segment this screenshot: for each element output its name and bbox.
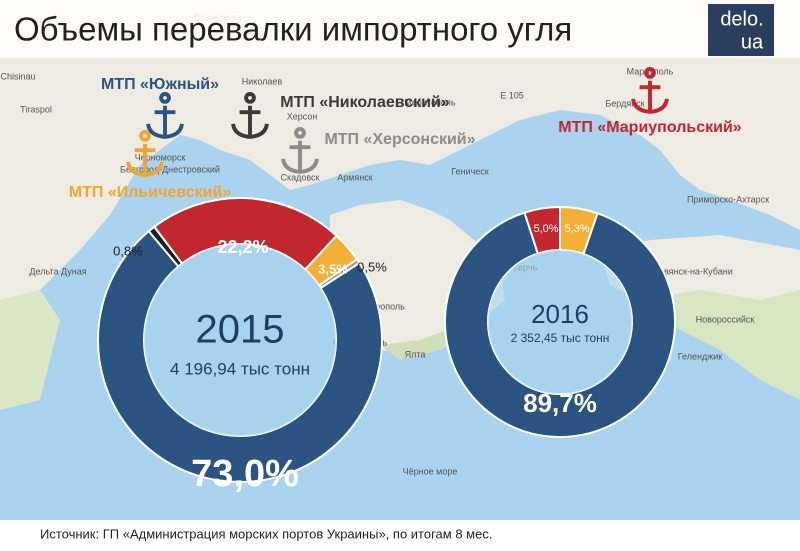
map-label: Белгород-Днестровский	[120, 164, 220, 174]
data-label: 5,3%	[564, 223, 589, 235]
map-label: Славянск-на-Кубани	[647, 266, 732, 276]
port-label: МТП «Ильичевский»	[69, 184, 231, 201]
danube-delta	[0, 290, 60, 410]
donut-hole	[144, 244, 336, 436]
map-label: Новороссийск	[696, 314, 755, 324]
map-label: Николаев	[242, 76, 283, 86]
map-label: Геническ	[451, 166, 488, 176]
map-label: Приморско-Ахтарск	[687, 194, 769, 204]
logo-box	[708, 4, 774, 56]
data-label: 22,2%	[217, 237, 268, 257]
map-label: Чёрное море	[403, 466, 458, 476]
map-label: Дельта Дуная	[29, 266, 86, 276]
source: Источник: ГП «Администрация морских порт…	[40, 526, 492, 541]
map-label: Скадовск	[280, 172, 319, 182]
donut-title: 2016	[531, 299, 589, 329]
title: Объемы перевалки импортного угля	[14, 11, 572, 48]
anchor-icon	[146, 92, 184, 139]
crimea-mountains	[380, 315, 480, 360]
port-label: МТП «Южный»	[101, 76, 219, 93]
data-label: 3,5%	[318, 261, 348, 276]
map-label: Бердянск	[605, 98, 644, 108]
data-label: 0,8%	[113, 243, 143, 258]
anchor-icon	[231, 92, 269, 139]
anchor-icon	[281, 127, 319, 174]
caucasus-coast	[640, 290, 800, 400]
title-bar	[0, 0, 800, 58]
donut-title: 2015	[196, 308, 285, 352]
anchor-icon	[631, 67, 669, 114]
map-label: Черноморск	[135, 152, 186, 162]
map-label: Херсон	[287, 111, 318, 121]
donut-hole	[488, 250, 632, 394]
map-label: Мелитополь	[404, 97, 456, 107]
map-label: Армянск	[337, 172, 373, 182]
data-label: 0,5%	[357, 259, 387, 274]
source-bar	[0, 520, 800, 551]
pie-slice	[97, 229, 383, 483]
data-label: 5,0%	[533, 223, 558, 235]
donut-subtitle: 2 352,45 тыс тонн	[511, 331, 610, 345]
map-label: Геленджик	[678, 351, 723, 361]
logo-text: ua	[741, 31, 764, 53]
data-label: 73,0%	[191, 453, 299, 495]
port-label: МТП «Херсонский»	[324, 131, 475, 148]
map-label: E 105	[500, 90, 524, 100]
port-label: МТП «Мариупольский»	[558, 119, 741, 136]
map-label: Tiraspol	[20, 104, 52, 114]
port-label: МТП «Николаевский»	[280, 94, 449, 111]
anchor-icon	[126, 130, 164, 177]
logo-text: delo.	[720, 8, 763, 30]
data-label: 89,7%	[523, 388, 597, 418]
mainland	[0, 0, 800, 300]
donut-subtitle: 4 196,94 тыс тонн	[170, 359, 310, 378]
map-label: Мариуполь	[627, 66, 674, 76]
map-label: Chisinau	[0, 71, 35, 81]
map-label: Ялта	[405, 349, 426, 359]
